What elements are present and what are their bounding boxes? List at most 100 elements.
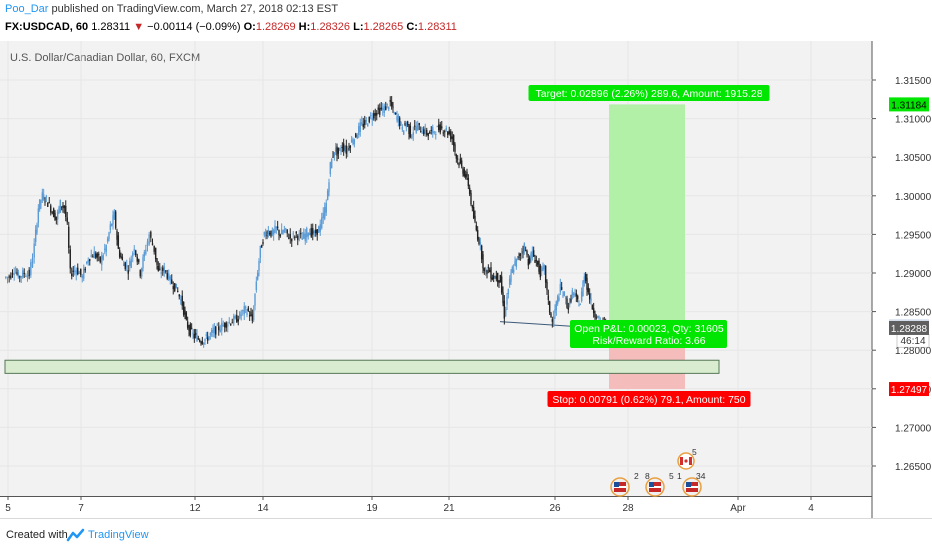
candle-body <box>580 291 583 302</box>
tradingview-logo-icon[interactable] <box>66 528 86 542</box>
price-chart[interactable]: U.S. Dollar/Canadian Dollar, 60, FXCM Ta… <box>0 41 932 518</box>
candle-body <box>288 237 290 239</box>
candle-body <box>255 281 258 291</box>
candle-body <box>215 326 217 335</box>
candle-body <box>174 283 176 292</box>
candle-body <box>433 131 435 133</box>
candle-body <box>270 230 272 237</box>
candle-body <box>393 113 396 115</box>
candle-body <box>349 146 352 148</box>
price-tick-label: 1.28000 <box>895 346 932 357</box>
candle-body <box>409 125 412 138</box>
price-tick-label: 1.30000 <box>895 192 932 203</box>
candle-body <box>385 106 387 111</box>
us-flag-icon-stripe <box>614 486 626 488</box>
candle-body <box>233 315 235 324</box>
candle-body <box>234 315 236 319</box>
candle-body <box>514 261 516 266</box>
candle-body <box>408 124 410 135</box>
candle-body <box>542 266 544 269</box>
last-price: 1.28311 <box>91 21 131 33</box>
chart-title: U.S. Dollar/Canadian Dollar, 60, FXCM <box>10 52 200 64</box>
candle-body <box>62 205 64 208</box>
candle-body <box>44 201 46 203</box>
entry-price-tag: 1.28288 <box>891 324 928 335</box>
candle-body <box>182 301 185 315</box>
target-price-tag-bg <box>889 97 929 112</box>
candle-body <box>511 267 514 274</box>
candle-body <box>552 316 555 327</box>
candle-body <box>68 226 70 248</box>
candle-body <box>359 122 361 132</box>
candle-body <box>222 324 224 327</box>
candle-body <box>188 326 190 331</box>
price-axis[interactable]: 1.31500 1.31000 1.30500 1.30000 1.29500 1.290… <box>872 76 932 473</box>
candle-body <box>47 202 49 207</box>
candle-body <box>13 273 15 275</box>
event-count: 8 <box>645 471 650 481</box>
candle-body <box>558 297 560 301</box>
candle-body <box>190 327 193 329</box>
candle-body <box>380 107 382 110</box>
candle-body <box>169 276 171 281</box>
candle-body <box>312 228 314 235</box>
time-tick-label: 4 <box>808 503 814 514</box>
candle-body <box>172 286 174 290</box>
candle-body <box>468 187 471 194</box>
chart-area[interactable]: U.S. Dollar/Canadian Dollar, 60, FXCM Ta… <box>0 41 932 518</box>
us-flag-icon-canton <box>686 482 691 487</box>
candle-body <box>129 261 131 266</box>
candle-body <box>430 129 432 131</box>
us-flag-icon-stripe <box>686 486 698 488</box>
candle-body <box>181 295 183 306</box>
candle-body <box>402 130 405 135</box>
candle-body <box>205 334 208 336</box>
candle-body <box>86 261 88 264</box>
candle-body <box>272 230 275 235</box>
candle-body <box>554 308 556 313</box>
candle-body <box>178 294 180 297</box>
candle-body <box>450 131 452 140</box>
candle-body <box>398 117 401 126</box>
candle-body <box>127 270 129 274</box>
candle-body <box>566 298 568 308</box>
candle-body <box>109 224 112 231</box>
candle-body <box>362 123 364 127</box>
candle-body <box>560 287 563 290</box>
candle-body <box>138 259 140 263</box>
candle-body <box>177 290 179 292</box>
candle-body <box>499 275 502 283</box>
candle-body <box>454 144 456 152</box>
target-price-tag: 1.31184 <box>891 100 927 111</box>
candle-body <box>42 194 45 200</box>
price-tick-label: 1.28500 <box>895 308 932 319</box>
candle-body <box>426 129 428 135</box>
candle-body <box>11 272 14 275</box>
candle-body <box>462 168 464 174</box>
candle-body <box>480 245 483 260</box>
author-link[interactable]: Poo_Dar <box>5 3 49 15</box>
candle-body <box>512 269 515 273</box>
candle-body <box>376 112 378 116</box>
candle-body <box>202 342 205 345</box>
candle-body <box>193 333 196 339</box>
close-label: C: <box>406 21 418 33</box>
candle-body <box>460 160 463 167</box>
candle-body <box>130 259 132 268</box>
candle-body <box>160 272 162 274</box>
candle-body <box>271 230 274 236</box>
candle-body <box>536 260 539 265</box>
tradingview-link[interactable]: TradingView <box>88 529 149 541</box>
candle-body <box>307 233 309 237</box>
candle-body <box>93 251 95 259</box>
candle-body <box>54 212 56 221</box>
candle-body <box>252 310 255 321</box>
candle-body <box>530 253 532 260</box>
plot-background <box>0 41 872 496</box>
time-axis[interactable]: 5 7 12 14 19 21 26 28 Apr 4 <box>5 496 814 514</box>
candle-body <box>482 254 484 269</box>
candle-body <box>22 270 24 278</box>
candle-body <box>304 233 306 241</box>
candle-body <box>436 126 438 128</box>
candle-body <box>411 134 413 139</box>
